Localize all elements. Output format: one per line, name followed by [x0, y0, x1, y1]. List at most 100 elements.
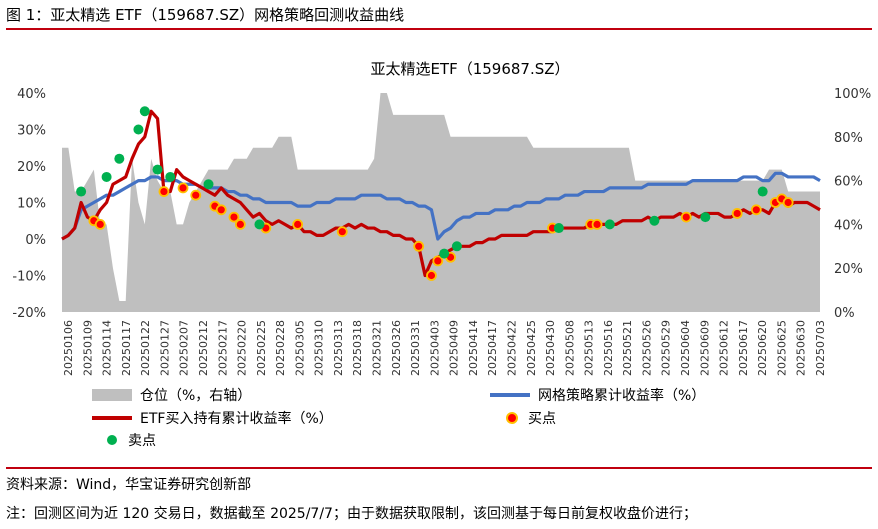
x-tick-label: 20250625 — [775, 320, 788, 376]
x-tick-label: 20250117 — [120, 320, 133, 376]
x-tick-label: 20250305 — [293, 320, 306, 376]
y-left-tick-label: -20% — [12, 306, 46, 321]
x-tick-label: 20250617 — [737, 320, 750, 376]
x-tick-label: 20250526 — [641, 320, 654, 376]
x-tick-label: 20250403 — [428, 320, 441, 376]
buy-point — [432, 255, 444, 267]
buy-point — [177, 182, 189, 194]
x-tick-label: 20250106 — [62, 320, 75, 376]
x-tick-label: 20250508 — [563, 320, 576, 376]
buy-point — [215, 204, 227, 216]
y-left-tick-label: 40% — [17, 87, 46, 102]
x-tick-label: 20250409 — [448, 320, 461, 376]
sell-point — [254, 219, 265, 230]
buy-point — [336, 226, 348, 238]
x-tick-label: 20250422 — [506, 320, 519, 376]
x-tick-label: 20250513 — [583, 320, 596, 376]
sell-point — [553, 223, 564, 234]
sell-point — [165, 171, 176, 182]
x-tick-label: 20250310 — [313, 320, 326, 376]
legend-label-sell: 卖点 — [128, 433, 156, 449]
x-tick-label: 20250703 — [814, 320, 827, 376]
x-tick-label: 20250609 — [698, 320, 711, 376]
position-area — [62, 93, 820, 312]
chart-title: 亚太精选ETF（159687.SZ） — [370, 60, 569, 78]
buy-point — [94, 218, 106, 230]
x-tick-label: 20250529 — [660, 320, 673, 376]
sell-point — [101, 171, 112, 182]
x-tick-label: 20250318 — [351, 320, 364, 376]
x-tick-label: 20250414 — [467, 320, 480, 376]
buy-point — [426, 270, 437, 281]
x-tick-label: 20250321 — [371, 320, 384, 376]
axes: -20% -10% 0% 10% 20% 30% 40% 0% 20% 40% 60% 80% 100%… — [12, 87, 871, 376]
y-right-tick-label: 60% — [834, 175, 863, 190]
x-tick-label: 20250630 — [795, 320, 808, 376]
x-tick-label: 20250425 — [525, 320, 538, 376]
legend-swatch-position — [92, 389, 132, 401]
y-right-tick-label: 40% — [834, 218, 863, 233]
legend-swatch-buy — [506, 412, 518, 424]
footer-rule — [6, 467, 872, 469]
sell-point — [649, 215, 660, 226]
x-tick-label: 20250114 — [101, 320, 114, 376]
x-tick-label: 20250604 — [679, 320, 692, 376]
y-right-tick-label: 0% — [834, 306, 855, 321]
y-left-tick-label: 0% — [25, 233, 46, 248]
position-area-layer — [62, 93, 820, 312]
source-text: 资料来源：Wind，华宝证券研究创新部 — [6, 477, 252, 493]
legend-swatch-sell — [107, 435, 117, 445]
x-tick-label: 20250620 — [756, 320, 769, 376]
x-tick-label: 20250212 — [197, 320, 210, 376]
buy-point — [731, 208, 743, 219]
sell-point — [152, 164, 163, 175]
y-left-tick-label: 20% — [17, 160, 46, 175]
x-tick-label: 20250109 — [81, 320, 94, 376]
buy-point — [680, 211, 692, 223]
x-tick-label: 20250127 — [158, 320, 171, 376]
sell-point — [203, 179, 214, 190]
x-tick-label: 20250207 — [178, 320, 191, 376]
chart: 亚太精选ETF（159687.SZ） -20% -10% 0% 10% 20% 30% 40… — [12, 60, 871, 449]
x-tick-label: 20250612 — [718, 320, 731, 376]
y-right-tick-label: 20% — [834, 262, 863, 277]
figure-title: 图 1：亚太精选 ETF（159687.SZ）网格策略回测收益曲线 — [6, 6, 405, 24]
x-tick-label: 20250122 — [139, 320, 152, 376]
buy-point — [158, 186, 170, 197]
buy-point — [782, 197, 794, 208]
title-rule — [6, 28, 872, 30]
sell-point — [700, 212, 711, 223]
x-tick-label: 20250430 — [544, 320, 557, 376]
sell-point — [451, 241, 462, 252]
x-tick-label: 20250225 — [255, 320, 268, 376]
x-tick-label: 20250228 — [274, 320, 287, 376]
x-tick-label: 20250313 — [332, 320, 345, 376]
legend-label-grid-strategy: 网格策略累计收益率（%） — [538, 387, 705, 404]
buy-point — [234, 218, 246, 230]
legend-label-position: 仓位（%，右轴） — [140, 388, 251, 404]
y-right-tick-label: 100% — [834, 87, 871, 102]
legend: 仓位（%，右轴） 网格策略累计收益率（%） ETF买入持有累计收益率（%） 买点… — [92, 387, 705, 449]
note-text: 注：回测区间为近 120 交易日，数据截至 2025/7/7；由于数据获取限制，… — [6, 506, 697, 522]
sell-point — [76, 186, 87, 197]
sell-point — [114, 153, 125, 164]
legend-label-etf-hold: ETF买入持有累计收益率（%） — [140, 410, 333, 427]
x-tick-label: 20250220 — [236, 320, 249, 376]
buy-point — [413, 240, 425, 252]
sell-point — [139, 106, 150, 117]
trade-points — [76, 106, 794, 281]
legend-label-buy: 买点 — [528, 411, 556, 427]
grid-strategy-line — [61, 171, 821, 241]
buy-point — [591, 218, 603, 230]
y-left-tick-label: -10% — [12, 270, 46, 285]
y-left-tick-label: 30% — [17, 124, 46, 139]
x-tick-label: 20250516 — [602, 320, 615, 376]
buy-point — [190, 189, 202, 201]
sell-point — [757, 186, 768, 197]
buy-point — [750, 204, 762, 216]
buy-point — [292, 218, 304, 230]
y-left-tick-label: 10% — [17, 197, 46, 212]
sell-point — [133, 124, 144, 135]
x-tick-label: 20250331 — [409, 320, 422, 376]
y-right-tick-label: 80% — [834, 131, 863, 146]
